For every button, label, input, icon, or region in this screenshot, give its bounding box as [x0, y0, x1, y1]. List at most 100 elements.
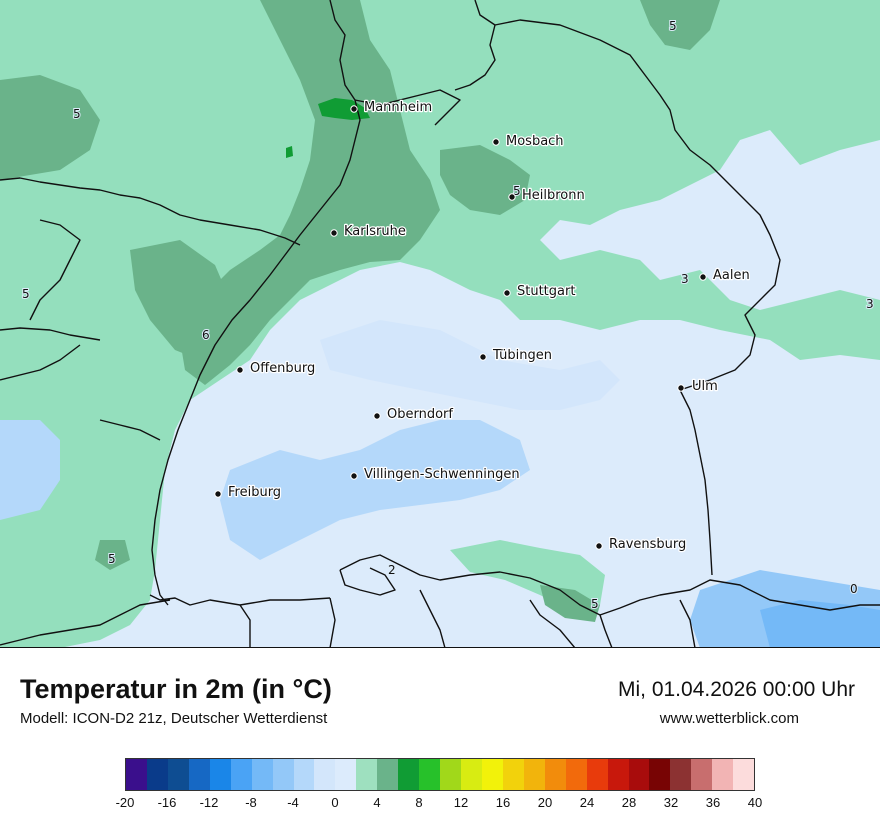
cold-area-baar: [220, 420, 530, 560]
legend-swatch: [502, 759, 524, 790]
legend-tick-label: 12: [453, 795, 469, 810]
legend-swatch: [209, 759, 231, 790]
city-freiburg[interactable]: Freiburg: [214, 484, 282, 501]
warm-area-northeast: [640, 0, 720, 50]
footer-panel: Temperatur in 2m (in °C) Modell: ICON-D2…: [0, 648, 880, 830]
legend-swatch: [293, 759, 315, 790]
legend-swatch: [146, 759, 168, 790]
legend-swatch: [481, 759, 503, 790]
color-legend-ticks: -20 -16 -12 -8 -4 0 4 8 12 16 20 24 28 32 36 40: [116, 795, 763, 815]
legend-swatch: [733, 759, 755, 790]
color-legend-bar: [125, 758, 755, 791]
legend-tick-label: 8: [415, 795, 423, 810]
legend-tick-label: -12: [199, 795, 219, 810]
city-label: Ravensburg: [609, 537, 686, 552]
legend-swatch: [565, 759, 587, 790]
legend-tick-label: 4: [373, 795, 381, 810]
legend-swatch: [607, 759, 629, 790]
city-label: Mannheim: [364, 100, 432, 115]
city-tuebingen[interactable]: Tübingen: [479, 347, 553, 364]
temperature-map: 5 5 5 5 3 3 6 5 2 5 0 Mannheim Mosbach H…: [0, 0, 880, 648]
isoline-label: 5: [108, 552, 116, 566]
isoline-label: 5: [73, 107, 81, 121]
mild-area-north: [0, 0, 880, 648]
isoline-label: 3: [681, 272, 689, 286]
isoline-label: 0: [850, 582, 858, 596]
isoline-labels: 5 5 5 5 3 3 6 5 2 5 0: [21, 18, 875, 612]
city-label: Freiburg: [228, 485, 281, 500]
legend-swatch: [628, 759, 650, 790]
cold-area-alb: [320, 320, 620, 410]
legend-tick-label: -20: [115, 795, 135, 810]
warm-area-northwest: [0, 75, 100, 180]
legend-tick-label: 32: [663, 795, 679, 810]
isoline-label: 5: [513, 184, 521, 198]
legend-tick-label: -16: [157, 795, 177, 810]
isoline-label: 6: [202, 328, 210, 342]
isoline-label: 3: [866, 297, 874, 311]
coldest-area-southeast: [760, 600, 880, 648]
legend-swatch: [670, 759, 692, 790]
city-mannheim[interactable]: Mannheim: [350, 99, 433, 116]
city-label: Offenburg: [250, 361, 315, 376]
legend-swatch: [188, 759, 210, 790]
isoline-label: 5: [669, 19, 677, 33]
website-link[interactable]: www.wetterblick.com: [659, 710, 799, 727]
isoline-label: 5: [22, 287, 30, 301]
warm-area-black-forest-north: [130, 240, 230, 360]
cold-area-south: [0, 420, 60, 520]
legend-swatch: [691, 759, 713, 790]
legend-swatch: [649, 759, 671, 790]
legend-tick-label: -4: [287, 795, 299, 810]
legend-swatch: [167, 759, 189, 790]
model-subtitle: Modell: ICON-D2 21z, Deutscher Wetterdie…: [20, 710, 328, 727]
city-label: Tübingen: [492, 348, 552, 363]
city-label: Ulm: [692, 379, 718, 394]
legend-swatch: [523, 759, 545, 790]
city-ulm[interactable]: Ulm: [677, 378, 719, 395]
city-karlsruhe[interactable]: Karlsruhe: [330, 223, 407, 240]
legend-swatch: [377, 759, 399, 790]
warm-area-rhine: [180, 0, 440, 385]
city-heilbronn[interactable]: Heilbronn: [508, 187, 586, 204]
legend-tick-label: 36: [705, 795, 721, 810]
city-label: Stuttgart: [517, 284, 575, 299]
legend-swatch: [419, 759, 441, 790]
warm-area-constance: [540, 585, 600, 622]
isoline-label: 2: [388, 563, 396, 577]
city-label: Mosbach: [506, 134, 564, 149]
legend-tick-label: -8: [245, 795, 257, 810]
borders: [0, 0, 880, 648]
legend-tick-label: 40: [747, 795, 763, 810]
legend-swatch: [272, 759, 294, 790]
legend-swatch: [230, 759, 252, 790]
legend-tick-label: 16: [495, 795, 511, 810]
legend-swatch: [712, 759, 734, 790]
city-label: Oberndorf: [387, 407, 453, 422]
warm-area-heilbronn: [440, 145, 530, 215]
legend-swatch: [335, 759, 357, 790]
city-markers: Mannheim Mosbach Heilbronn Karlsruhe Aal…: [214, 99, 751, 553]
city-label: Karlsruhe: [344, 224, 406, 239]
valid-datetime: Mi, 01.04.2026 00:00 Uhr: [618, 678, 855, 701]
legend-tick-label: 20: [537, 795, 553, 810]
legend-swatch: [461, 759, 482, 790]
city-mosbach[interactable]: Mosbach: [492, 133, 565, 150]
warm-area-black-forest-south: [95, 540, 130, 570]
city-label: Aalen: [713, 268, 750, 283]
legend-tick-label: 28: [621, 795, 637, 810]
city-aalen[interactable]: Aalen: [699, 267, 751, 284]
legend-swatch: [314, 759, 336, 790]
city-ravensburg[interactable]: Ravensburg: [595, 536, 688, 553]
city-label: Heilbronn: [522, 188, 585, 203]
legend-tick-label: 24: [579, 795, 595, 810]
map-title: Temperatur in 2m (in °C): [20, 674, 332, 704]
city-oberndorf[interactable]: Oberndorf: [373, 406, 455, 423]
city-offenburg[interactable]: Offenburg: [236, 360, 317, 377]
city-villingen-schwenningen[interactable]: Villingen-Schwenningen: [350, 466, 521, 483]
legend-swatch: [356, 759, 378, 790]
isoline-label: 5: [591, 597, 599, 611]
legend-tick-label: 0: [331, 795, 339, 810]
city-stuttgart[interactable]: Stuttgart: [503, 283, 577, 300]
city-label: Villingen-Schwenningen: [364, 467, 520, 482]
